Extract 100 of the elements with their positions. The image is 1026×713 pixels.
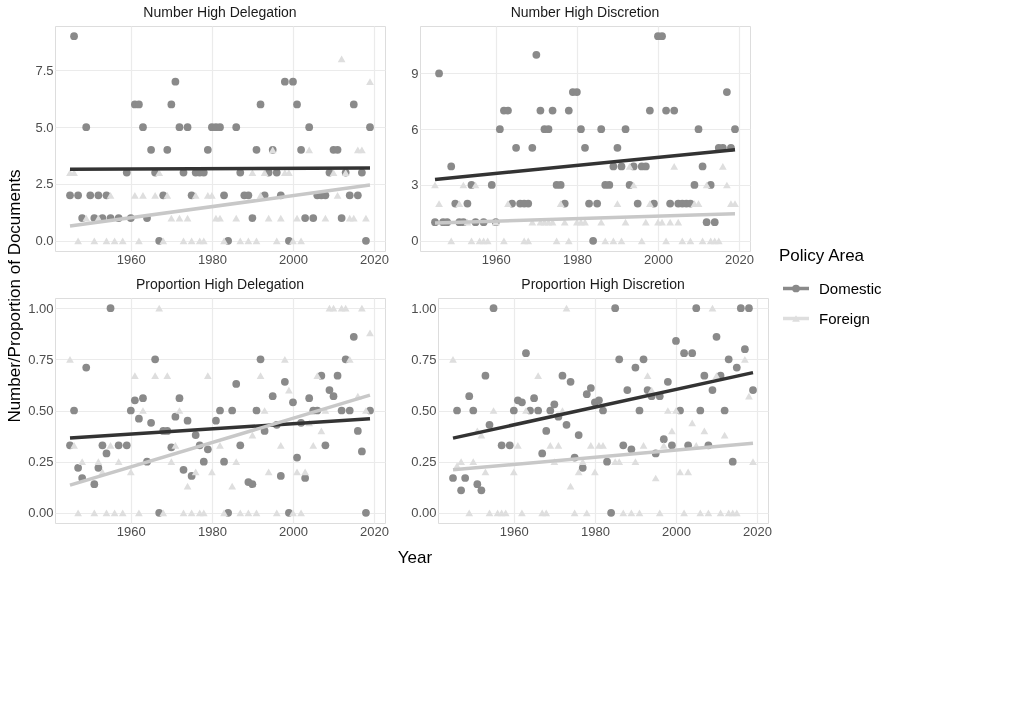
y-tick-label: 0.50 — [411, 403, 437, 418]
x-tick-label: 1960 — [116, 523, 146, 539]
point — [637, 237, 646, 245]
y-tick-label: 0.25 — [411, 454, 437, 470]
point — [641, 218, 650, 226]
x-tick-label: 2020 — [725, 251, 755, 267]
x-tick-label: 1980 — [562, 251, 592, 267]
point — [220, 237, 228, 245]
point — [208, 191, 216, 199]
point — [163, 191, 172, 199]
y-axis-title: Number/Proportion of Documents — [5, 169, 24, 423]
point — [556, 200, 565, 207]
y-tick-label: 6 — [411, 121, 419, 137]
point — [471, 181, 480, 189]
x-tick-label: 2000 — [644, 251, 673, 267]
point — [289, 237, 297, 245]
x-tick-label: 1980 — [197, 523, 227, 539]
x-axis-title: Year — [397, 548, 433, 567]
y-tick-label: 2.5 — [35, 176, 54, 192]
x-tick-label: 2020 — [743, 523, 773, 539]
point — [358, 146, 366, 154]
legend-label: Domestic — [819, 279, 883, 297]
point — [90, 237, 99, 245]
point — [139, 191, 147, 199]
point — [698, 237, 707, 245]
point — [718, 163, 727, 170]
point — [686, 237, 695, 245]
point — [564, 237, 573, 245]
y-tick-label: 0.50 — [28, 403, 54, 418]
point — [187, 237, 196, 245]
y-tick-label: 0.00 — [28, 505, 54, 521]
x-tick-label: 2020 — [360, 523, 390, 539]
point — [236, 237, 245, 245]
point — [597, 218, 606, 226]
point — [431, 181, 439, 189]
point — [118, 237, 127, 245]
chart-title: Number High Delegation — [143, 4, 297, 20]
x-tick-label: 1960 — [116, 251, 146, 267]
y-tick-label: 0.00 — [411, 505, 437, 521]
point — [244, 237, 253, 245]
chart-title: Proportion High Delegation — [135, 276, 305, 292]
point — [662, 237, 670, 245]
chart-title: Proportion High Discretion — [521, 276, 685, 292]
point — [670, 163, 679, 170]
point — [467, 237, 476, 245]
point — [714, 237, 723, 245]
point — [617, 237, 626, 245]
point — [135, 237, 143, 245]
legend-label: Foreign — [819, 309, 870, 327]
point — [333, 191, 342, 199]
point — [179, 237, 188, 245]
point — [305, 146, 314, 154]
x-tick-label: 2000 — [279, 251, 308, 267]
point — [151, 191, 160, 199]
point — [447, 237, 456, 245]
x-tick-label: 2020 — [360, 251, 390, 267]
x-tick-label: 1960 — [481, 251, 511, 267]
point — [621, 218, 630, 226]
point — [159, 237, 168, 245]
point — [272, 237, 281, 245]
point — [609, 237, 618, 245]
point — [297, 237, 305, 245]
point — [252, 237, 261, 245]
point — [483, 237, 492, 245]
point — [625, 163, 634, 170]
point — [329, 169, 338, 176]
point — [248, 169, 257, 176]
point — [130, 191, 139, 199]
x-tick-label: 2000 — [662, 523, 691, 539]
point — [500, 237, 508, 245]
x-tick-label: 1980 — [197, 251, 227, 267]
point — [723, 181, 731, 189]
y-tick-label: 0.25 — [28, 454, 54, 470]
x-tick-label: 1980 — [580, 523, 610, 539]
point — [666, 218, 675, 226]
y-tick-label: 1.00 — [411, 300, 437, 316]
y-tick-label: 3 — [411, 177, 419, 193]
point — [102, 237, 111, 245]
point — [155, 169, 164, 176]
y-tick-label: 0 — [411, 233, 419, 249]
y-tick-label: 0.75 — [28, 351, 54, 367]
point — [366, 78, 374, 86]
point — [199, 237, 208, 245]
point — [674, 218, 683, 226]
point — [658, 218, 666, 226]
point — [260, 169, 269, 176]
y-tick-label: 7.5 — [35, 62, 54, 78]
x-tick-label: 1960 — [499, 523, 529, 539]
point — [678, 237, 687, 245]
point — [455, 200, 464, 207]
point — [613, 200, 622, 207]
point — [110, 237, 119, 245]
y-tick-label: 0.0 — [35, 233, 54, 249]
point — [435, 200, 443, 207]
point — [645, 200, 654, 207]
point — [504, 200, 512, 207]
chart-title: Number High Discretion — [510, 4, 660, 20]
y-tick-label: 9 — [411, 65, 419, 81]
point — [74, 237, 82, 245]
point — [191, 191, 200, 199]
